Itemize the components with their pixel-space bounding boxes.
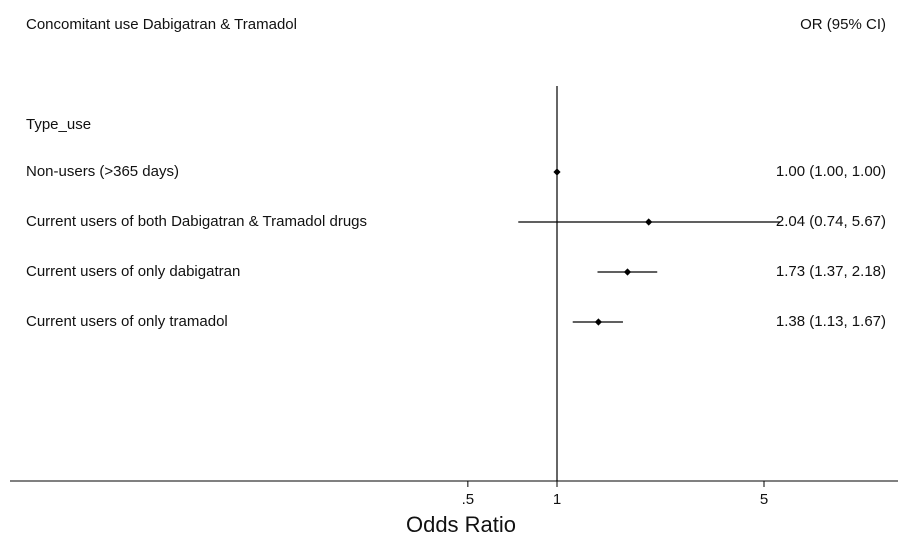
group-label: Type_use [26,116,92,133]
row-label-0: Non-users (>365 days) [26,163,179,180]
chart-title: Concomitant use Dabigatran & Tramadol [26,16,297,33]
row-value-3: 1.38 (1.13, 1.67) [775,313,886,330]
x-axis-title: Odds Ratio [406,512,516,537]
x-tick-label-2: 5 [760,491,768,508]
point-estimate-3 [594,318,603,326]
row-value-2: 1.73 (1.37, 2.18) [775,263,886,280]
point-estimate-0 [553,168,561,176]
point-estimate-2 [623,268,632,276]
row-label-3: Current users of only tramadol [26,313,228,330]
row-value-0: 1.00 (1.00, 1.00) [775,163,886,180]
effect-column-header: OR (95% CI) [800,16,886,33]
x-tick-label-1: 1 [553,491,561,508]
point-estimate-1 [645,218,653,226]
x-tick-label-0: .5 [462,491,475,508]
row-value-1: 2.04 (0.74, 5.67) [775,213,886,230]
row-label-1: Current users of both Dabigatran & Trama… [26,213,368,230]
row-label-2: Current users of only dabigatran [26,263,241,280]
